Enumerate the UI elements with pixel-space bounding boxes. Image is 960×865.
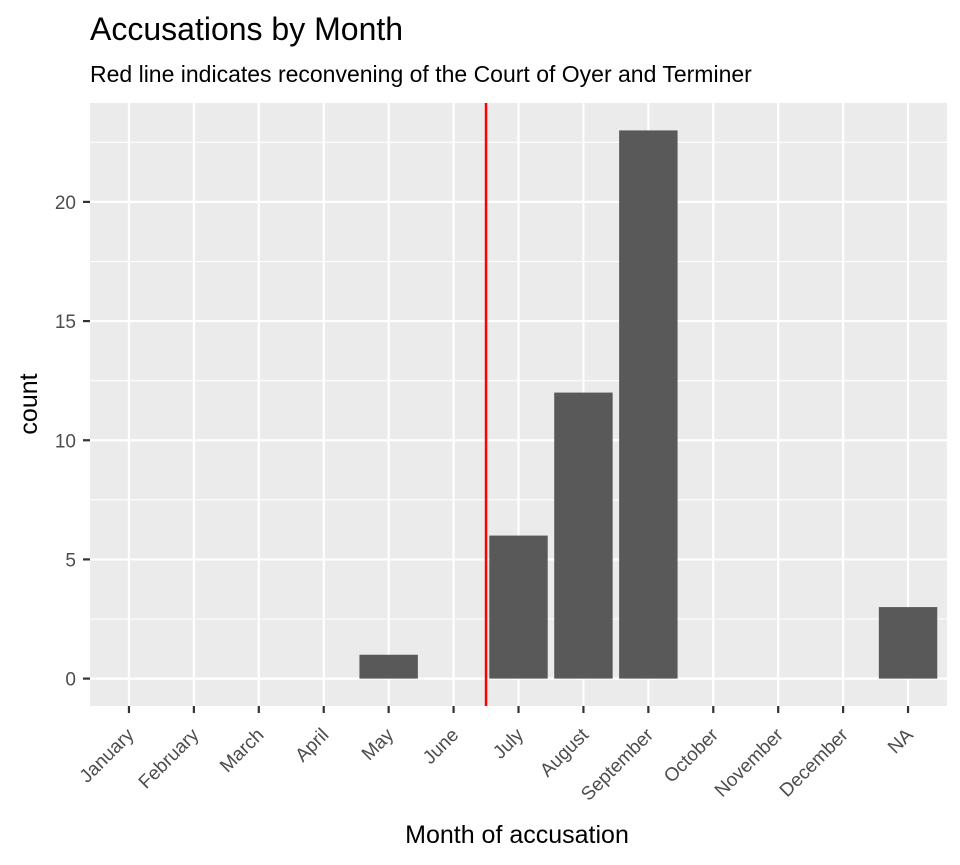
bar-july (489, 535, 548, 679)
y-axis-title: count (15, 373, 43, 434)
y-tick-label: 10 (55, 431, 76, 452)
x-tick-label: August (536, 724, 593, 781)
chart-subtitle: Red line indicates reconvening of the Co… (90, 61, 752, 87)
bars (359, 130, 938, 679)
x-tick-label: February (135, 724, 204, 793)
bar-na (878, 607, 938, 679)
x-tick-label: November (711, 724, 788, 801)
x-axis-title: Month of accusation (405, 821, 629, 849)
bar-may (359, 654, 418, 679)
x-tick-label: July (489, 724, 528, 763)
y-tick-label: 5 (65, 550, 76, 571)
y-axis: 0 5 10 15 20 (55, 193, 90, 691)
x-tick-label: April (292, 725, 334, 767)
y-tick-label: 0 (65, 670, 76, 691)
bar-september (619, 130, 678, 679)
x-tick-label: May (358, 724, 399, 765)
x-tick-label: NA (884, 724, 918, 758)
chart-title: Accusations by Month (90, 11, 403, 47)
x-tick-label: March (216, 725, 268, 777)
y-tick-label: 15 (55, 312, 76, 333)
bar-august (554, 392, 613, 679)
x-tick-label: December (776, 724, 853, 801)
x-tick-label: January (76, 724, 139, 787)
y-tick-label: 20 (55, 193, 76, 214)
grid-lines (90, 103, 947, 706)
x-tick-label: June (419, 725, 463, 769)
x-tick-label: October (660, 724, 723, 787)
